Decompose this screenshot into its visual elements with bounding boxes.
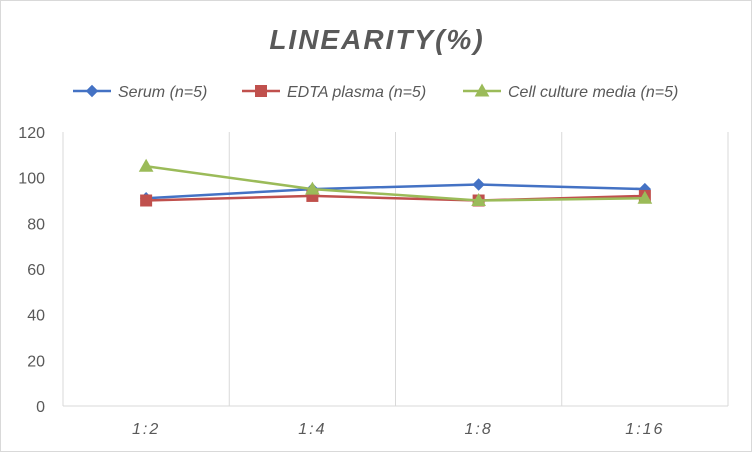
series-line — [145, 165, 645, 202]
data-point — [471, 192, 486, 206]
y-tick-label: 100 — [18, 171, 45, 188]
legend-label: Cell culture media (n=5) — [508, 84, 678, 101]
y-tick-label: 0 — [36, 399, 45, 416]
data-point — [305, 181, 320, 195]
legend-label: Serum (n=5) — [118, 84, 207, 101]
legend-marker — [85, 84, 99, 98]
series-3 — [138, 158, 653, 206]
legend-marker — [255, 85, 267, 97]
y-tick-label: 40 — [27, 308, 45, 325]
legend-label: EDTA plasma (n=5) — [287, 84, 426, 101]
x-tick-label: 1:4 — [298, 421, 326, 438]
data-point — [472, 178, 485, 191]
data-point — [140, 194, 153, 207]
data-point — [637, 190, 653, 204]
grid-lines — [62, 132, 729, 406]
y-tick-label: 80 — [27, 216, 45, 233]
series-line — [146, 183, 645, 200]
series-layer — [138, 158, 653, 207]
y-tick-label: 120 — [18, 125, 45, 142]
legend-item: Cell culture media (n=5) — [463, 83, 678, 101]
x-tick-label: 1:8 — [465, 421, 493, 438]
legend-marker — [474, 83, 490, 97]
legend-item: Serum (n=5) — [73, 84, 207, 101]
x-tick-label: 1:16 — [625, 421, 664, 438]
legend-item: EDTA plasma (n=5) — [242, 84, 426, 101]
data-point — [138, 158, 154, 172]
y-tick-label: 60 — [27, 262, 45, 279]
chart-title: LINEARITY(%) — [269, 24, 484, 55]
axes: 0 20 40 60 80 100 120 1:2 1:4 1:8 1:16 — [18, 125, 728, 438]
y-tick-label: 20 — [27, 353, 45, 370]
x-tick-label: 1:2 — [132, 421, 160, 438]
legend: Serum (n=5) EDTA plasma (n=5) Cell culture… — [73, 83, 678, 101]
